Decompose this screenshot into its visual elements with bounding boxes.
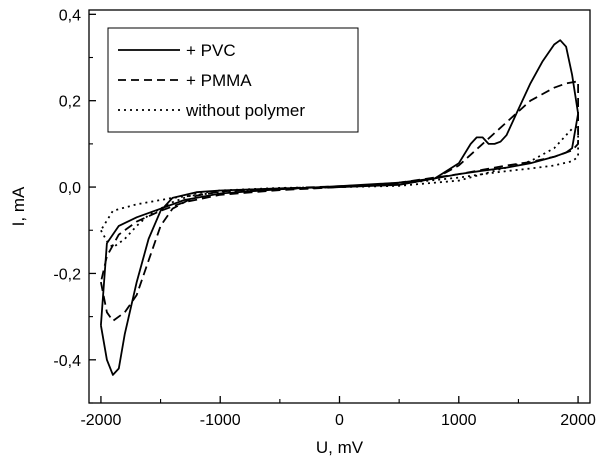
y-axis-label: I, mA [9, 186, 28, 226]
series-line-2 [100, 125, 579, 249]
legend: + PVC + PMMA without polymer [107, 27, 359, 133]
x-tick-label: -1000 [200, 412, 241, 429]
x-axis: -2000 -1000 0 1000 2000 [80, 396, 596, 429]
legend-label-pmma: + PMMA [186, 71, 252, 90]
y-tick-label: -0,4 [53, 353, 81, 370]
x-tick-label: 0 [335, 412, 344, 429]
y-axis: -0,4 -0,2 0,0 0,2 0,4 [53, 7, 96, 404]
y-tick-label: 0,2 [59, 94, 81, 111]
x-tick-label: -2000 [80, 412, 121, 429]
series-line-1 [100, 80, 579, 322]
x-axis-label: U, mV [316, 438, 364, 457]
curves-layer [100, 39, 579, 376]
y-tick-label: 0,4 [59, 7, 81, 24]
y-tick-label: -0,2 [53, 266, 81, 283]
legend-label-without-polymer: without polymer [185, 101, 305, 120]
legend-label-pvc: + PVC [186, 41, 236, 60]
y-tick-label: 0,0 [59, 180, 81, 197]
x-tick-label: 1000 [441, 412, 477, 429]
x-tick-label: 2000 [560, 412, 596, 429]
